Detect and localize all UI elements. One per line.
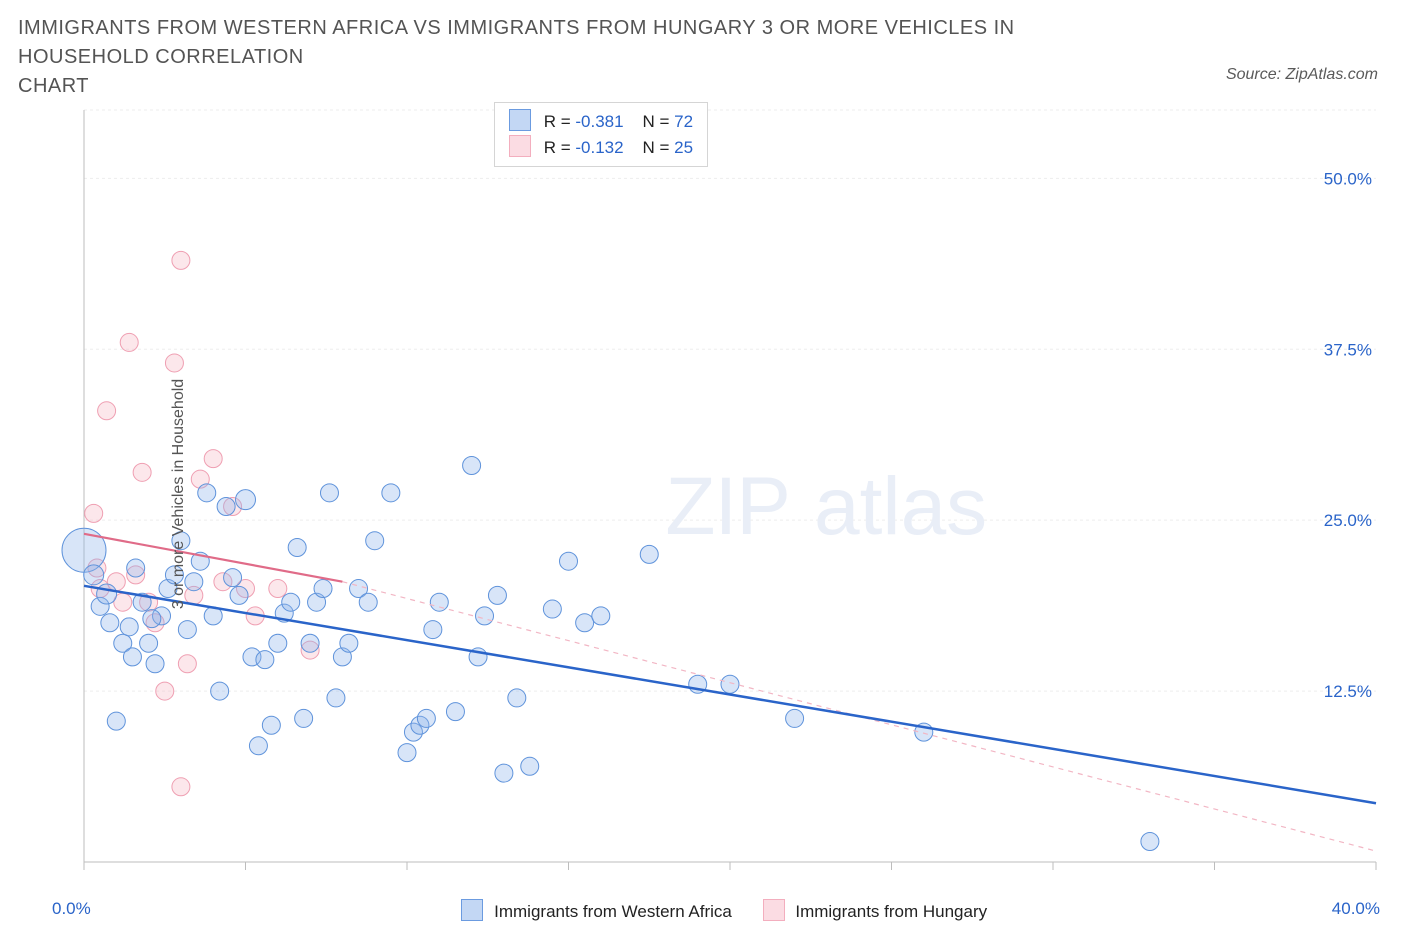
legend-r-label-pink: R = xyxy=(544,138,576,157)
source-attribution: Source: ZipAtlas.com xyxy=(1226,66,1378,84)
x-axis-legend: 0.0% Immigrants from Western Africa Immi… xyxy=(0,899,1406,922)
x-tick-max: 40.0% xyxy=(1332,899,1380,919)
x-legend-label-blue: Immigrants from Western Africa xyxy=(494,902,732,921)
legend-r-value-pink: -0.132 xyxy=(575,138,623,157)
chart-title-line1: IMMIGRANTS FROM WESTERN AFRICA VS IMMIGR… xyxy=(18,17,1015,68)
scatter-chart: ZIP atlas 12.5% 25.0% 37.5% 50.0% xyxy=(52,102,1380,886)
x-legend-label-pink: Immigrants from Hungary xyxy=(795,902,987,921)
legend-r-value-blue: -0.381 xyxy=(575,112,623,131)
y-axis-label: 3 or more Vehicles in Household xyxy=(170,379,188,609)
chart-title-line2: CHART xyxy=(18,75,89,97)
x-legend-swatch-pink xyxy=(763,899,785,921)
legend-r-label-blue: R = xyxy=(544,112,576,131)
svg-text:37.5%: 37.5% xyxy=(1324,340,1372,359)
svg-text:atlas: atlas xyxy=(814,461,987,552)
legend-n-value-blue: 72 xyxy=(674,112,693,131)
x-tick-min: 0.0% xyxy=(52,899,91,919)
legend-swatch-pink xyxy=(509,135,531,157)
legend-swatch-blue xyxy=(509,109,531,131)
legend-n-value-pink: 25 xyxy=(674,138,693,157)
svg-text:ZIP: ZIP xyxy=(665,461,790,552)
legend-n-label-blue: N = xyxy=(643,112,675,131)
correlation-legend: R = -0.381 N = 72 R = -0.132 N = 25 xyxy=(494,102,708,167)
legend-n-label-pink: N = xyxy=(643,138,675,157)
x-legend-swatch-blue xyxy=(461,899,483,921)
svg-text:12.5%: 12.5% xyxy=(1324,682,1372,701)
svg-text:50.0%: 50.0% xyxy=(1324,169,1372,188)
svg-text:25.0%: 25.0% xyxy=(1324,511,1372,530)
